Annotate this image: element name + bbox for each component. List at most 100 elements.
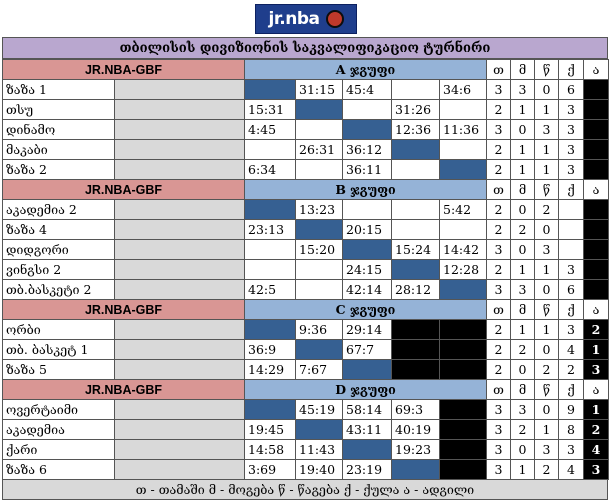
score-cell (295, 259, 343, 280)
score-cell: 11:43 (295, 439, 343, 460)
stat-cell: 3 (558, 159, 584, 180)
score-cell: 36:12 (342, 139, 392, 160)
place-cell (583, 139, 609, 160)
score-cell: 45:4 (342, 79, 392, 100)
stat-cell: 0 (534, 219, 559, 240)
stat-header: თ (486, 59, 511, 80)
score-cell (391, 79, 440, 100)
score-cell: 24:15 (342, 259, 392, 280)
score-cell: 26:31 (295, 139, 343, 160)
place-cell (583, 219, 609, 240)
place-cell: 4 (583, 439, 609, 460)
score-cell: 13:23 (295, 199, 343, 220)
group-title: C ჯგუფი (244, 299, 487, 320)
place-cell (583, 159, 609, 180)
place-cell (583, 199, 609, 220)
stat-cell: 3 (486, 279, 511, 300)
self-match-cell (295, 339, 343, 360)
team-row: თბ.ბასკეტი 2 42:5 42:14 28:12 3 3 0 6 (2, 279, 609, 300)
place-cell: 1 (583, 399, 609, 420)
score-cell: 14:42 (439, 239, 487, 260)
score-cell: 15:20 (295, 239, 343, 260)
team-name: ორბი (2, 319, 115, 340)
team-row: ზაზა 2 6:34 36:11 2 1 1 3 (2, 159, 609, 180)
empty-cell (439, 359, 487, 380)
stat-cell: 2 (558, 359, 584, 380)
stat-cell: 2 (486, 339, 511, 360)
self-match-cell (391, 259, 440, 280)
team-name: დინამო (2, 119, 115, 140)
score-cell: 34:6 (439, 79, 487, 100)
self-match-cell (439, 279, 487, 300)
stat-cell: 0 (534, 279, 559, 300)
self-match-cell (295, 219, 343, 240)
team-row: ვინგსი 2 24:15 12:28 2 1 1 3 (2, 259, 609, 280)
team-name: ვინგსი 2 (2, 259, 115, 280)
stat-cell: 1 (510, 99, 535, 120)
stat-cell: 3 (558, 259, 584, 280)
stat-cell: 0 (534, 79, 559, 100)
stat-cell: 1 (510, 159, 535, 180)
stat-cell: 4 (558, 459, 584, 480)
team-row: მაკაბი 26:31 36:12 2 1 1 3 (2, 139, 609, 160)
score-cell: 12:36 (391, 119, 440, 140)
place-cell: 3 (583, 459, 609, 480)
team-row: ქარი 14:58 11:43 19:23 3 0 3 3 4 (2, 439, 609, 460)
score-cell: 14:58 (244, 439, 296, 460)
stat-header: მ (510, 379, 535, 400)
score-cell (342, 199, 392, 220)
place-cell (583, 239, 609, 260)
stat-cell: 3 (486, 399, 511, 420)
empty-cell (439, 459, 487, 480)
place-cell (583, 259, 609, 280)
stat-cell: 1 (534, 99, 559, 120)
stat-cell: 1 (510, 259, 535, 280)
team-name: თბ.ბასკეტი 2 (2, 279, 115, 300)
stat-cell: 3 (534, 239, 559, 260)
stat-header: ა (583, 299, 609, 320)
stat-cell: 3 (486, 79, 511, 100)
stat-cell: 2 (486, 259, 511, 280)
stat-cell: 0 (510, 439, 535, 460)
stat-cell: 2 (486, 99, 511, 120)
score-cell: 15:31 (244, 99, 296, 120)
group-header-row: JR.NBA-GBF A ჯგუფი თ მ წ ქ ა (2, 59, 609, 80)
place-cell (583, 279, 609, 300)
stat-cell: 2 (486, 139, 511, 160)
division-label: JR.NBA-GBF (2, 299, 245, 320)
stat-cell: 2 (534, 459, 559, 480)
score-cell: 5:42 (439, 199, 487, 220)
stat-cell: 3 (510, 279, 535, 300)
stat-cell: 1 (534, 139, 559, 160)
team-row: თსუ 15:31 31:26 2 1 1 3 (2, 99, 609, 120)
stat-cell: 3 (558, 319, 584, 340)
score-cell: 9:36 (295, 319, 343, 340)
team-name: ქარი (2, 439, 115, 460)
team-name: დიდგორი (2, 239, 115, 260)
score-cell: 45:19 (295, 399, 343, 420)
self-match-cell (391, 139, 440, 160)
filler-cell (114, 119, 245, 140)
stat-cell: 3 (486, 459, 511, 480)
team-row: დიდგორი 15:20 15:24 14:42 3 0 3 (2, 239, 609, 260)
group-title: B ჯგუფი (244, 179, 487, 200)
group-header-row: JR.NBA-GBF B ჯგუფი თ მ წ ქ ა (2, 179, 609, 200)
score-cell (391, 199, 440, 220)
stat-header: წ (534, 299, 559, 320)
tournament-title: თბილისის დივიზიონის საკვალიფიკაციო ტურნი… (2, 37, 608, 59)
empty-cell (439, 339, 487, 360)
filler-cell (114, 159, 245, 180)
score-cell: 11:36 (439, 119, 487, 140)
logo-text: jr.nba (268, 9, 321, 29)
score-cell: 6:34 (244, 159, 296, 180)
place-cell (583, 119, 609, 140)
stat-header: მ (510, 299, 535, 320)
stat-cell: 1 (534, 259, 559, 280)
self-match-cell (295, 99, 343, 120)
stat-cell: 9 (558, 399, 584, 420)
stat-cell: 3 (558, 439, 584, 460)
division-label: JR.NBA-GBF (2, 379, 245, 400)
stat-header: ქ (558, 179, 584, 200)
stat-cell: 3 (534, 439, 559, 460)
group-header-row: JR.NBA-GBF C ჯგუფი თ მ წ ქ ა (2, 299, 609, 320)
